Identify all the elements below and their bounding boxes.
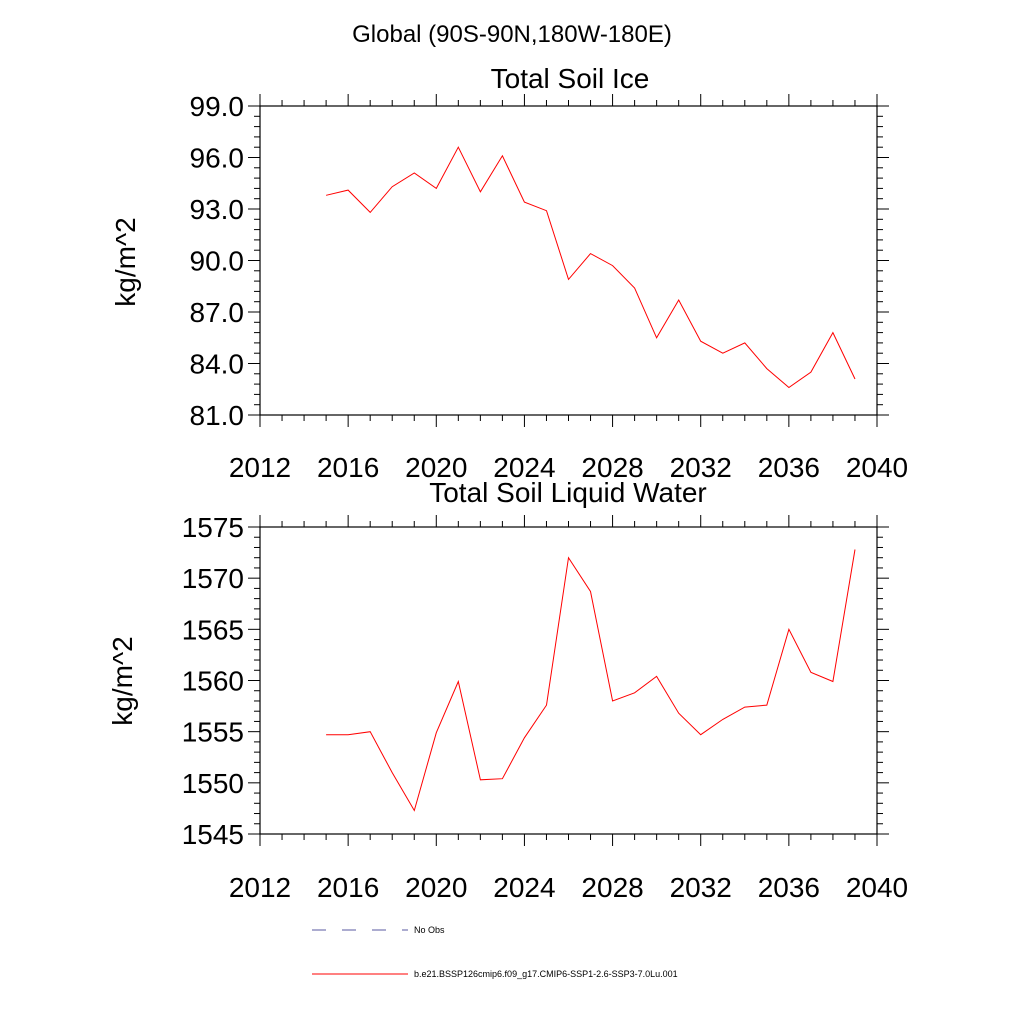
series-line [326, 549, 856, 812]
x-tick-label: 2036 [758, 872, 820, 903]
y-tick-label: 1565 [182, 614, 244, 645]
x-tick-label: 2024 [493, 452, 555, 483]
chart-title: Total Soil Ice [491, 63, 650, 94]
x-tick-label: 2016 [317, 872, 379, 903]
panel-total-soil-ice: Total Soil Ice kg/m^2 2012 2016 2020 2024 20… [110, 63, 908, 483]
legend-series-label: b.e21.BSSP126cmip6.f09_g17.CMIP6-SSP1-2.… [414, 969, 678, 979]
y-tick-label: 93.0 [190, 194, 245, 225]
x-tick-labels: 2012 2016 2020 2024 2028 2032 2036 2040 [229, 452, 908, 483]
tick-marks [248, 94, 889, 427]
x-tick-label: 2012 [229, 452, 291, 483]
x-tick-label: 2036 [758, 452, 820, 483]
series-lines [326, 549, 856, 812]
y-tick-label: 84.0 [190, 349, 245, 380]
legend-obs-label: No Obs [414, 925, 445, 935]
series-line [325, 146, 856, 389]
y-tick-label: 1560 [182, 666, 244, 697]
x-tick-label: 2024 [493, 872, 555, 903]
y-axis-label: kg/m^2 [110, 217, 141, 306]
x-tick-label: 2028 [581, 452, 643, 483]
x-tick-label: 2032 [670, 452, 732, 483]
series-lines [325, 146, 856, 389]
x-tick-label: 2012 [229, 872, 291, 903]
x-tick-label: 2028 [581, 872, 643, 903]
x-tick-label: 2020 [405, 872, 467, 903]
y-tick-label: 1555 [182, 717, 244, 748]
legend: No Obs b.e21.BSSP126cmip6.f09_g17.CMIP6-… [312, 925, 678, 979]
x-tick-label: 2040 [846, 872, 908, 903]
y-tick-label: 81.0 [190, 400, 245, 431]
x-tick-label: 2020 [405, 452, 467, 483]
y-tick-label: 87.0 [190, 297, 245, 328]
y-tick-label: 1545 [182, 819, 244, 850]
y-tick-label: 99.0 [190, 91, 245, 122]
plot-frame [259, 526, 878, 835]
tick-marks [248, 515, 889, 846]
y-axis-label: kg/m^2 [107, 636, 138, 725]
y-tick-label: 1570 [182, 563, 244, 594]
y-tick-label: 1575 [182, 512, 244, 543]
x-tick-labels: 2012 2016 2020 2024 2028 2032 2036 2040 [229, 872, 908, 903]
panel-total-soil-liquid-water: Total Soil Liquid Water kg/m^2 2012 2016 2… [107, 477, 908, 903]
x-tick-label: 2016 [317, 452, 379, 483]
y-tick-labels: 1545 1550 1555 1560 1565 1570 1575 [182, 512, 244, 850]
x-tick-label: 2040 [846, 452, 908, 483]
chart-title: Total Soil Liquid Water [429, 477, 707, 508]
y-tick-labels: 81.0 84.0 87.0 90.0 93.0 96.0 99.0 [190, 91, 245, 431]
y-tick-label: 90.0 [190, 246, 245, 277]
x-tick-label: 2032 [670, 872, 732, 903]
y-tick-label: 96.0 [190, 143, 245, 174]
y-tick-label: 1550 [182, 768, 244, 799]
plot-frame [259, 105, 878, 416]
figure-title: Global (90S-90N,180W-180E) [352, 21, 672, 48]
